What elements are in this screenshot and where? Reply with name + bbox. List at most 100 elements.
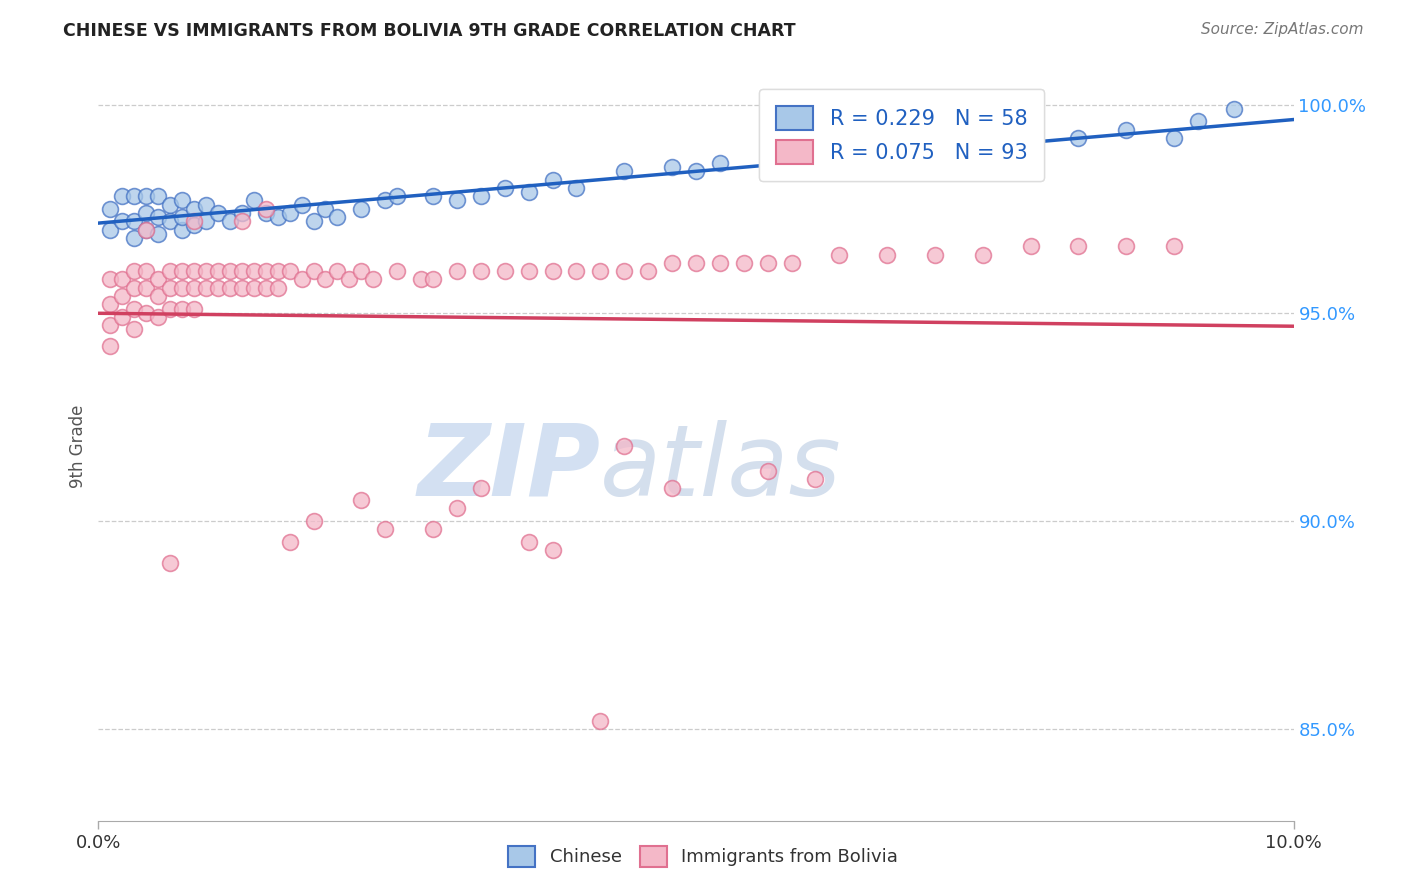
Point <box>111 310 134 324</box>
Point <box>124 301 146 316</box>
Point <box>589 264 612 278</box>
Point <box>661 256 683 270</box>
Point <box>183 281 205 295</box>
Point <box>661 481 683 495</box>
Point <box>972 156 994 170</box>
Point <box>517 534 540 549</box>
Point <box>278 534 301 549</box>
Point <box>231 214 253 228</box>
Point <box>135 189 157 203</box>
Point <box>124 322 146 336</box>
Point <box>98 297 122 311</box>
Point <box>98 222 122 236</box>
Point <box>98 318 122 333</box>
Point <box>172 194 194 208</box>
Text: atlas: atlas <box>600 420 842 517</box>
Point <box>148 227 170 241</box>
Point <box>865 156 887 170</box>
Point <box>637 264 659 278</box>
Point <box>124 189 146 203</box>
Point <box>613 439 636 453</box>
Point <box>231 281 253 295</box>
Point <box>339 272 361 286</box>
Point <box>148 289 170 303</box>
Point <box>135 264 157 278</box>
Point <box>98 202 122 216</box>
Point <box>756 156 779 170</box>
Point <box>135 306 157 320</box>
Point <box>183 202 205 216</box>
Point <box>302 514 325 528</box>
Point <box>195 214 218 228</box>
Point <box>135 281 157 295</box>
Point <box>385 264 409 278</box>
Point <box>517 185 540 199</box>
Point <box>267 281 290 295</box>
Point <box>124 231 146 245</box>
Point <box>207 264 229 278</box>
Point <box>183 214 205 228</box>
Point <box>254 206 277 220</box>
Point <box>446 264 468 278</box>
Point <box>231 206 253 220</box>
Point <box>1115 122 1137 136</box>
Point <box>111 189 134 203</box>
Point <box>148 189 170 203</box>
Point <box>219 264 242 278</box>
Point <box>302 264 325 278</box>
Point <box>685 164 707 178</box>
Point <box>613 264 636 278</box>
Point <box>804 472 827 486</box>
Point <box>422 272 444 286</box>
Point <box>159 214 181 228</box>
Point <box>195 197 218 211</box>
Point <box>98 339 122 353</box>
Point <box>172 264 194 278</box>
Point <box>195 264 218 278</box>
Point <box>828 247 851 261</box>
Point <box>111 214 134 228</box>
Text: Source: ZipAtlas.com: Source: ZipAtlas.com <box>1201 22 1364 37</box>
Point <box>363 272 385 286</box>
Point <box>183 219 205 233</box>
Point <box>183 301 205 316</box>
Point <box>267 264 290 278</box>
Point <box>470 481 492 495</box>
Point <box>446 501 468 516</box>
Text: ZIP: ZIP <box>418 420 600 517</box>
Point <box>124 214 146 228</box>
Point <box>315 202 337 216</box>
Point <box>470 264 492 278</box>
Point <box>494 264 516 278</box>
Point <box>756 464 779 478</box>
Point <box>124 264 146 278</box>
Point <box>159 556 181 570</box>
Point <box>302 214 325 228</box>
Point <box>565 264 588 278</box>
Point <box>661 160 683 174</box>
Point <box>148 210 170 224</box>
Point <box>733 256 755 270</box>
Point <box>1187 114 1209 128</box>
Point <box>254 281 277 295</box>
Point <box>709 156 731 170</box>
Point <box>111 289 134 303</box>
Point <box>172 210 194 224</box>
Point <box>1163 239 1185 253</box>
Point <box>422 522 444 536</box>
Point <box>1067 131 1090 145</box>
Point <box>315 272 337 286</box>
Point <box>589 714 612 728</box>
Point <box>1019 135 1042 149</box>
Point <box>219 281 242 295</box>
Point <box>350 493 373 508</box>
Point <box>1067 239 1090 253</box>
Point <box>172 301 194 316</box>
Point <box>267 210 290 224</box>
Point <box>231 264 253 278</box>
Point <box>494 181 516 195</box>
Point <box>972 247 994 261</box>
Point <box>195 281 218 295</box>
Legend: R = 0.229   N = 58, R = 0.075   N = 93: R = 0.229 N = 58, R = 0.075 N = 93 <box>759 89 1045 181</box>
Point <box>291 272 314 286</box>
